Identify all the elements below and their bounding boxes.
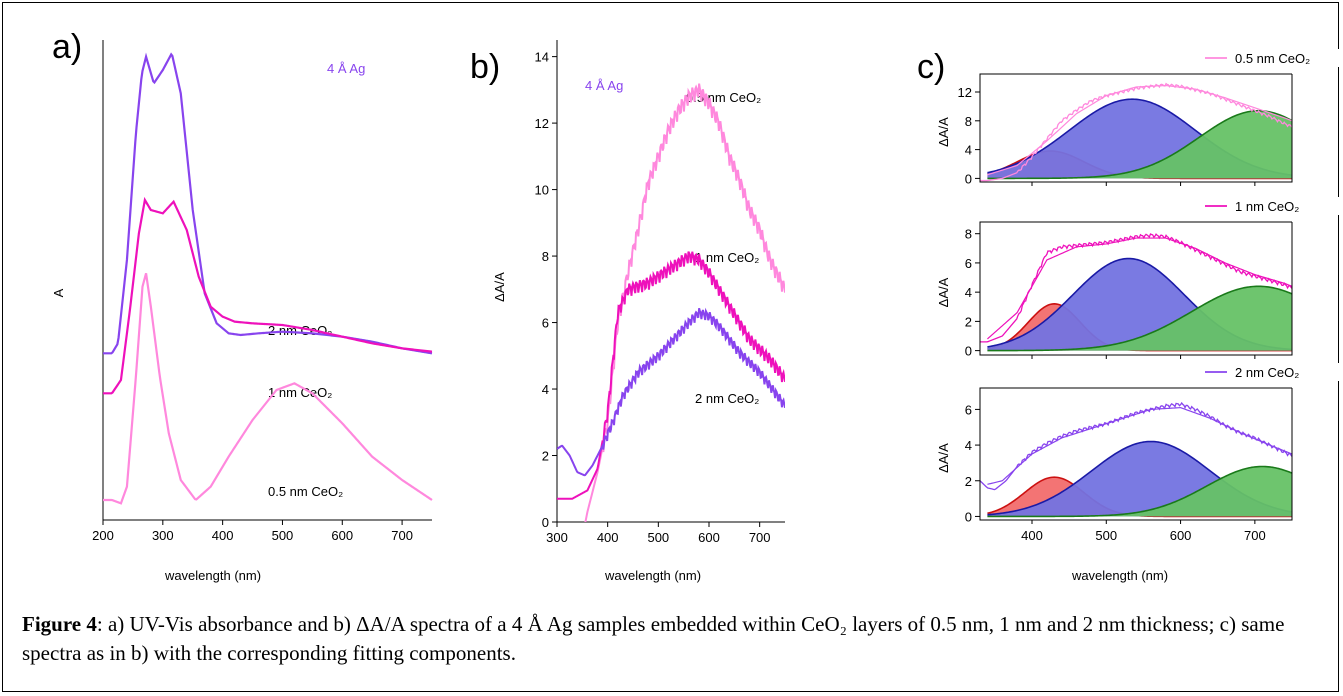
panel-a-xtick-label: 300 — [152, 528, 174, 543]
panel-c-legend-bg — [1190, 363, 1340, 381]
panel-c-legend-bg — [1190, 49, 1340, 67]
panel-b-plot: 300 400 500 600 700 0 2 4 6 8 10 12 14 — [535, 40, 785, 545]
panel-c: c) wavelength (nm) — [917, 48, 1168, 583]
panel-c-axes — [979, 221, 1293, 356]
panel-a-ylabel: A — [51, 288, 66, 297]
panel-a-annotation: 4 Å Ag — [327, 61, 365, 76]
panel-b-ytick-label: 10 — [535, 183, 549, 198]
panel-b-xtick-label: 300 — [546, 530, 568, 545]
panel-b: b) 4 Å Ag wavelength (nm) ΔA/A 0.5 nm Ce… — [470, 48, 761, 583]
panel-b-series-label-2nm: 2 nm CeO₂ — [695, 391, 759, 406]
panel-a-axes — [102, 40, 432, 521]
panel-c-axes — [979, 73, 1293, 183]
panel-c-fit-component-edge — [987, 465, 1292, 518]
panel-c-subplot: 0 2 4 6 400 500 600 700 ΔA/A 2 nm CeO₂ — [936, 363, 1340, 543]
panel-a-xtick-label: 500 — [272, 528, 294, 543]
panel-c-fit-component-edge — [987, 109, 1292, 180]
panel-c-fit-component-edge — [987, 285, 1292, 352]
panel-b-series-line — [584, 83, 785, 522]
panel-b-xtick-label: 700 — [749, 530, 771, 545]
figure-panels: a) 4 Å Ag wavelength (nm) A 2 nm CeO₂ 1 … — [51, 28, 1340, 583]
panel-c-ytick-label: 12 — [958, 85, 972, 100]
panel-c-xtick-label: 400 — [1021, 528, 1043, 543]
panel-b-series-group — [557, 83, 785, 522]
panel-c-ylabel: ΔA/A — [936, 443, 951, 473]
panel-a-plot: 200 300 400 500 600 700 — [92, 40, 433, 543]
panel-c-ytick-label: 6 — [965, 256, 972, 271]
panel-a-series-line — [103, 273, 433, 505]
panel-c-ytick-label: 0 — [965, 344, 972, 359]
panel-a-series-label-05nm: 0.5 nm CeO₂ — [268, 484, 343, 499]
panel-b-label: b) — [470, 48, 500, 86]
panel-a-xtick-label: 200 — [92, 528, 114, 543]
panel-c-ytick-label: 2 — [965, 474, 972, 489]
panel-b-ylabel: ΔA/A — [492, 272, 507, 302]
panel-c-fit-component — [987, 286, 1292, 351]
panel-c-legend-label: 1 nm CeO₂ — [1235, 199, 1299, 214]
panel-a-series-line — [103, 52, 433, 355]
panel-b-ytick-label: 6 — [542, 316, 549, 331]
panel-c-subplot: 0 4 8 12 ΔA/A 0.5 nm CeO₂ — [936, 49, 1340, 186]
panel-b-ytick-label: 2 — [542, 449, 549, 464]
panel-b-series-label-1nm: 1 nm CeO₂ — [695, 250, 759, 265]
panel-b-ytick-label: 4 — [542, 382, 549, 397]
panel-b-xlabel: wavelength (nm) — [604, 568, 701, 583]
panel-c-ytick-label: 2 — [965, 314, 972, 329]
panel-c-legend-label: 0.5 nm CeO₂ — [1235, 51, 1310, 66]
panel-c-fit-component — [987, 110, 1292, 179]
panel-c-content — [980, 233, 1292, 352]
panel-b-annotation: 4 Å Ag — [585, 78, 623, 93]
panel-c-data-line — [980, 82, 1292, 182]
panel-b-series-line — [557, 251, 785, 500]
panel-c-ytick-label: 8 — [965, 227, 972, 242]
panel-a-xtick-label: 400 — [212, 528, 234, 543]
panel-b-ytick-label: 12 — [535, 116, 549, 131]
caption-label: Figure 4 — [22, 612, 97, 636]
panel-a-series-line — [103, 196, 433, 395]
panel-a-xtick-label: 700 — [391, 528, 413, 543]
panel-c-ylabel: ΔA/A — [936, 117, 951, 147]
panel-a: a) 4 Å Ag wavelength (nm) A 2 nm CeO₂ 1 … — [51, 28, 365, 583]
panel-c-ytick-label: 6 — [965, 402, 972, 417]
panel-a-xlabel: wavelength (nm) — [164, 568, 261, 583]
panel-b-ytick-label: 14 — [535, 50, 549, 65]
panel-c-xtick-label: 500 — [1095, 528, 1117, 543]
panel-c-ytick-label: 4 — [965, 438, 972, 453]
panel-a-label: a) — [52, 28, 82, 66]
plot-area: 200 300 400 500 600 700 300 400 500 600 7000246810… — [92, 40, 1340, 545]
panel-a-xtick-label: 600 — [331, 528, 353, 543]
panel-c-data-line — [980, 401, 1292, 491]
panel-c-legend-label: 2 nm CeO₂ — [1235, 365, 1299, 380]
panel-c-ytick-label: 8 — [965, 114, 972, 129]
panel-c-xlabel: wavelength (nm) — [1071, 568, 1168, 583]
panel-c-label: c) — [917, 48, 945, 86]
panel-c-content — [980, 401, 1292, 518]
panel-b-ytick-label: 0 — [542, 515, 549, 530]
panel-c-ytick-label: 4 — [965, 143, 972, 158]
panel-b-axes — [556, 40, 785, 523]
panel-c-ylabel: ΔA/A — [936, 277, 951, 307]
panel-c-xtick-label: 600 — [1170, 528, 1192, 543]
caption-text: : a) UV-Vis absorbance and b) ΔA/A spect… — [22, 612, 1285, 665]
panel-b-xtick-label: 600 — [698, 530, 720, 545]
panel-c-subplot: 0 2 4 6 8 ΔA/A 1 nm CeO₂ — [936, 197, 1340, 359]
panel-c-content — [980, 82, 1292, 182]
panel-c-axes — [979, 387, 1293, 521]
panel-b-series-line — [557, 307, 785, 477]
panel-c-fit-component — [987, 466, 1292, 517]
panel-c-data-line — [980, 233, 1292, 343]
panel-b-ytick-label: 8 — [542, 249, 549, 264]
panel-c-xtick-label: 700 — [1244, 528, 1266, 543]
panel-b-xtick-label: 500 — [647, 530, 669, 545]
panel-c-ytick-label: 0 — [965, 509, 972, 524]
panel-b-xtick-label: 400 — [597, 530, 619, 545]
panel-c-ytick-label: 4 — [965, 285, 972, 300]
panel-c-ytick-label: 0 — [965, 171, 972, 186]
figure-caption: Figure 4: a) UV-Vis absorbance and b) ΔA… — [22, 610, 1322, 668]
panel-c-legend-bg — [1190, 197, 1340, 215]
